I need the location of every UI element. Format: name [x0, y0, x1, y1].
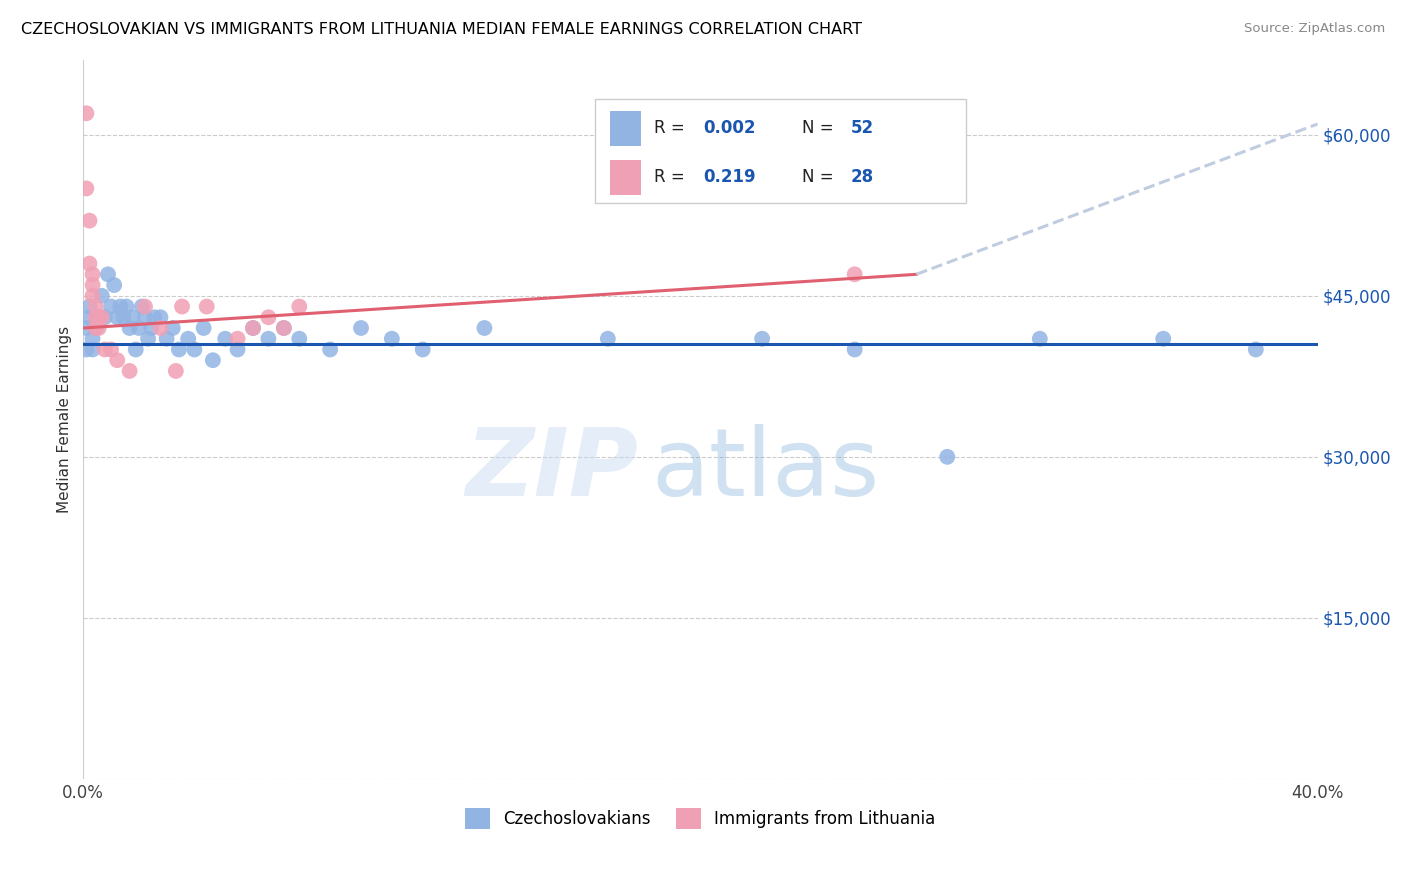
- Point: [105, 353, 128, 368]
- Point: [128, 321, 150, 335]
- Point: [79, 310, 101, 325]
- Point: [143, 310, 166, 325]
- Point: [110, 300, 132, 314]
- Point: [82, 332, 104, 346]
- Point: [155, 332, 177, 346]
- Text: ZIP: ZIP: [465, 424, 638, 516]
- Point: [84, 300, 107, 314]
- Point: [273, 321, 295, 335]
- Point: [257, 310, 280, 325]
- Point: [82, 343, 104, 357]
- Point: [242, 321, 264, 335]
- Point: [79, 213, 101, 227]
- Point: [149, 321, 172, 335]
- Point: [844, 268, 866, 282]
- Text: R =: R =: [654, 169, 695, 186]
- Point: [84, 321, 107, 335]
- Point: [288, 300, 311, 314]
- Point: [103, 278, 125, 293]
- Legend: Czechoslovakians, Immigrants from Lithuania: Czechoslovakians, Immigrants from Lithua…: [458, 802, 942, 835]
- Point: [82, 278, 104, 293]
- Point: [195, 300, 218, 314]
- Point: [474, 321, 496, 335]
- Text: 28: 28: [851, 169, 875, 186]
- Point: [162, 321, 184, 335]
- Point: [75, 106, 97, 120]
- Point: [141, 321, 163, 335]
- Point: [75, 343, 97, 357]
- Point: [165, 364, 187, 378]
- Point: [136, 332, 159, 346]
- Point: [118, 364, 141, 378]
- Point: [94, 310, 117, 325]
- Bar: [596, 99, 966, 203]
- Text: 0.219: 0.219: [703, 169, 755, 186]
- Point: [134, 300, 156, 314]
- Text: CZECHOSLOVAKIAN VS IMMIGRANTS FROM LITHUANIA MEDIAN FEMALE EARNINGS CORRELATION : CZECHOSLOVAKIAN VS IMMIGRANTS FROM LITHU…: [21, 22, 862, 37]
- Point: [149, 310, 172, 325]
- Bar: [610, 161, 641, 195]
- Point: [90, 310, 112, 325]
- Point: [79, 256, 101, 270]
- Point: [412, 343, 434, 357]
- Point: [1244, 343, 1267, 357]
- Point: [257, 332, 280, 346]
- Point: [131, 300, 153, 314]
- Point: [273, 321, 295, 335]
- Point: [125, 343, 148, 357]
- Point: [242, 321, 264, 335]
- Point: [214, 332, 236, 346]
- Point: [167, 343, 190, 357]
- Point: [97, 268, 120, 282]
- Point: [79, 300, 101, 314]
- Point: [118, 321, 141, 335]
- Y-axis label: Median Female Earnings: Median Female Earnings: [58, 326, 72, 513]
- Point: [226, 343, 249, 357]
- Point: [193, 321, 215, 335]
- Point: [75, 321, 97, 335]
- Point: [94, 343, 117, 357]
- Point: [100, 343, 122, 357]
- Point: [84, 310, 107, 325]
- Point: [201, 353, 224, 368]
- Point: [1152, 332, 1174, 346]
- Bar: [610, 112, 641, 146]
- Point: [936, 450, 959, 464]
- Point: [82, 268, 104, 282]
- Point: [90, 289, 112, 303]
- Point: [596, 332, 619, 346]
- Point: [288, 332, 311, 346]
- Point: [170, 300, 193, 314]
- Point: [350, 321, 373, 335]
- Text: N =: N =: [801, 169, 838, 186]
- Text: atlas: atlas: [651, 424, 879, 516]
- Point: [87, 310, 110, 325]
- Point: [1029, 332, 1052, 346]
- Point: [82, 289, 104, 303]
- Point: [183, 343, 205, 357]
- Point: [112, 310, 135, 325]
- Text: 52: 52: [851, 120, 875, 137]
- Text: N =: N =: [801, 120, 838, 137]
- Text: Source: ZipAtlas.com: Source: ZipAtlas.com: [1244, 22, 1385, 36]
- Point: [381, 332, 404, 346]
- Point: [75, 181, 97, 195]
- Point: [751, 332, 773, 346]
- Point: [100, 300, 122, 314]
- Point: [226, 332, 249, 346]
- Point: [134, 310, 156, 325]
- Point: [121, 310, 143, 325]
- Point: [177, 332, 200, 346]
- Point: [87, 321, 110, 335]
- Point: [844, 343, 866, 357]
- Point: [84, 321, 107, 335]
- Point: [105, 310, 128, 325]
- Point: [115, 300, 138, 314]
- Point: [319, 343, 342, 357]
- Text: 0.002: 0.002: [703, 120, 755, 137]
- Text: R =: R =: [654, 120, 689, 137]
- Point: [87, 310, 110, 325]
